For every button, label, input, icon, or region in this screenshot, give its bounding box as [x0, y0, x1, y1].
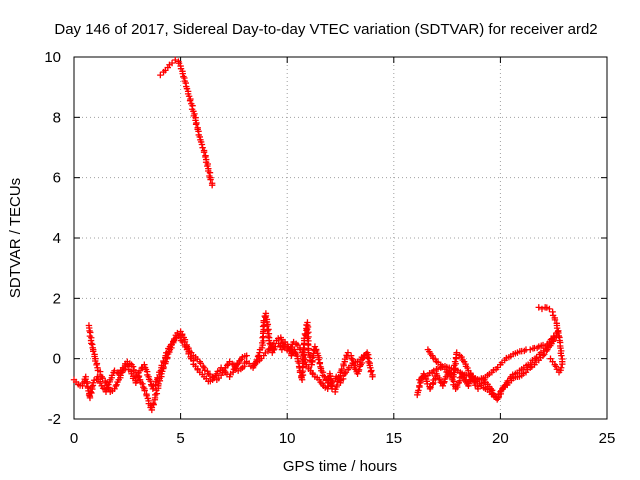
data-point: [369, 373, 376, 380]
axis-ticks: 0 5 10 15 20 25 -2 0 2 4 6 8 10: [44, 49, 615, 447]
x-tick-label: 15: [385, 430, 402, 447]
data-point: [355, 366, 363, 373]
data-point: [86, 393, 94, 400]
data-point: [546, 305, 553, 313]
data-point: [207, 176, 214, 183]
data-point: [157, 71, 164, 79]
data-point: [217, 372, 225, 379]
data-point: [160, 357, 167, 365]
grid: [74, 57, 607, 419]
data-point: [458, 353, 465, 361]
data-point: [316, 360, 323, 367]
y-tick-label: 6: [53, 170, 61, 187]
data-point: [229, 369, 237, 376]
data-point: [172, 56, 179, 64]
y-tick-label: 2: [53, 290, 61, 307]
data-point: [451, 358, 459, 365]
x-tick-label: 0: [70, 430, 78, 447]
data-point: [199, 363, 207, 370]
y-axis-label: SDTVAR / TECUs: [7, 178, 24, 298]
data-point: [147, 377, 154, 385]
data-point: [149, 400, 157, 407]
data-point: [90, 348, 97, 355]
data-point: [264, 327, 271, 334]
data-point: [416, 382, 423, 389]
data-point: [367, 368, 375, 375]
data-point: [262, 312, 270, 320]
data-point: [111, 385, 118, 393]
data-point: [198, 141, 206, 148]
data-point: [551, 316, 559, 324]
y-tick-label: 10: [44, 49, 61, 66]
data-point: [83, 380, 90, 387]
x-tick-label: 10: [279, 430, 296, 447]
chart-title: Day 146 of 2017, Sidereal Day-to-day VTE…: [54, 21, 597, 38]
data-point: [362, 350, 370, 358]
data-point: [98, 373, 105, 380]
data-point: [315, 356, 322, 363]
data-point: [243, 352, 250, 359]
data-point: [279, 340, 287, 347]
data-point: [539, 341, 547, 349]
data-point: [535, 304, 542, 311]
data-point: [453, 349, 460, 356]
data-point: [180, 73, 187, 80]
x-tick-label: 25: [599, 430, 616, 447]
data-point: [87, 388, 95, 396]
x-tick-label: 20: [492, 430, 509, 447]
x-tick-label: 5: [176, 430, 184, 447]
data-point: [553, 366, 561, 373]
data-point: [365, 358, 372, 365]
data-point: [287, 345, 294, 352]
data-point: [176, 334, 184, 341]
data-point: [199, 144, 206, 151]
data-point: [200, 148, 208, 156]
x-axis-label: GPS time / hours: [283, 458, 397, 475]
data-point: [338, 365, 345, 373]
data-point: [311, 343, 319, 350]
y-tick-label: -2: [48, 411, 61, 428]
data-point: [474, 385, 482, 393]
data-point: [179, 70, 186, 77]
data-point: [260, 317, 267, 324]
data-point: [185, 93, 193, 100]
data-point: [88, 340, 95, 347]
data-point: [192, 121, 200, 128]
data-point: [139, 380, 146, 388]
data-point: [415, 387, 422, 394]
data-point: [558, 352, 565, 359]
data-point: [254, 353, 262, 360]
data-point: [141, 387, 148, 394]
data-point: [112, 382, 119, 390]
data-point: [230, 366, 238, 373]
y-tick-label: 8: [53, 109, 61, 126]
data-point: [559, 360, 566, 368]
data-point: [117, 372, 124, 379]
data-point: [159, 368, 166, 375]
data-point: [286, 347, 293, 355]
data-point: [186, 97, 194, 104]
data-point: [538, 305, 546, 313]
data-point: [348, 355, 355, 362]
data-point: [439, 382, 447, 390]
data-point: [547, 355, 554, 362]
y-tick-label: 0: [53, 351, 61, 368]
y-tick-label: 4: [53, 230, 61, 247]
data-points: [70, 56, 566, 414]
data-point: [465, 380, 473, 387]
data-point: [168, 59, 176, 67]
data-point: [226, 373, 233, 380]
data-point: [93, 361, 100, 369]
data-point: [547, 336, 555, 343]
data-point: [88, 389, 95, 397]
data-point: [344, 349, 352, 356]
data-point: [108, 372, 116, 379]
data-point: [223, 362, 231, 369]
data-point: [451, 369, 458, 376]
data-point: [208, 182, 216, 189]
